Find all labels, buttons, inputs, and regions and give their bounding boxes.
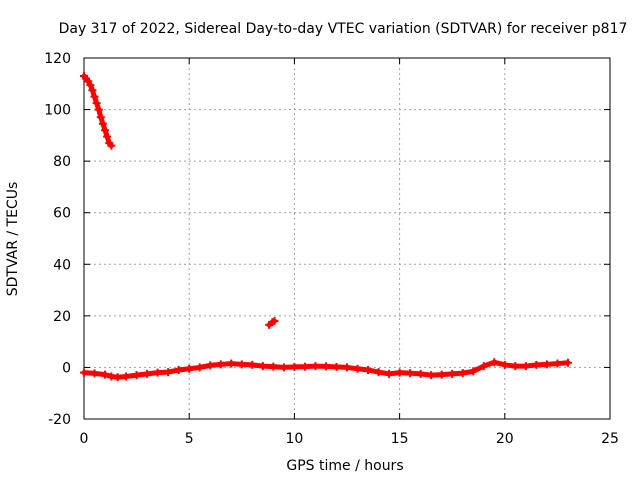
x-tick-label: 0 <box>80 431 89 447</box>
x-tick-label: 15 <box>391 431 409 447</box>
chart-title: Day 317 of 2022, Sidereal Day-to-day VTE… <box>59 21 628 37</box>
series-trace <box>81 359 571 380</box>
y-tick-label: 60 <box>53 206 71 222</box>
x-axis-label: GPS time / hours <box>286 458 403 474</box>
data-points <box>80 72 572 382</box>
y-tick-label: 0 <box>62 360 71 376</box>
x-tick-label: 20 <box>496 431 514 447</box>
series-sdtvar-isolated <box>265 317 279 329</box>
series-trace <box>266 318 277 328</box>
y-tick-label: 100 <box>44 103 71 119</box>
series-trace <box>81 73 114 149</box>
y-tick-label: 20 <box>53 309 71 325</box>
x-tick-label: 5 <box>185 431 194 447</box>
x-tick-label: 25 <box>601 431 619 447</box>
series-sdtvar-early-decline <box>80 72 116 150</box>
y-axis-label: SDTVAR / TECUs <box>5 182 21 297</box>
gridlines <box>84 58 610 419</box>
plot-frame <box>83 57 611 420</box>
y-tick-label: 80 <box>53 154 71 170</box>
series-sdtvar-baseline <box>80 358 572 382</box>
x-tick-label: 10 <box>285 431 303 447</box>
y-tick-label: 120 <box>44 51 71 67</box>
axis-ticks: 0 5 10 15 20 25 -20 0 20 40 60 80 100 120 <box>44 51 619 447</box>
y-tick-label: 40 <box>53 257 71 273</box>
y-tick-label: -20 <box>48 412 71 428</box>
